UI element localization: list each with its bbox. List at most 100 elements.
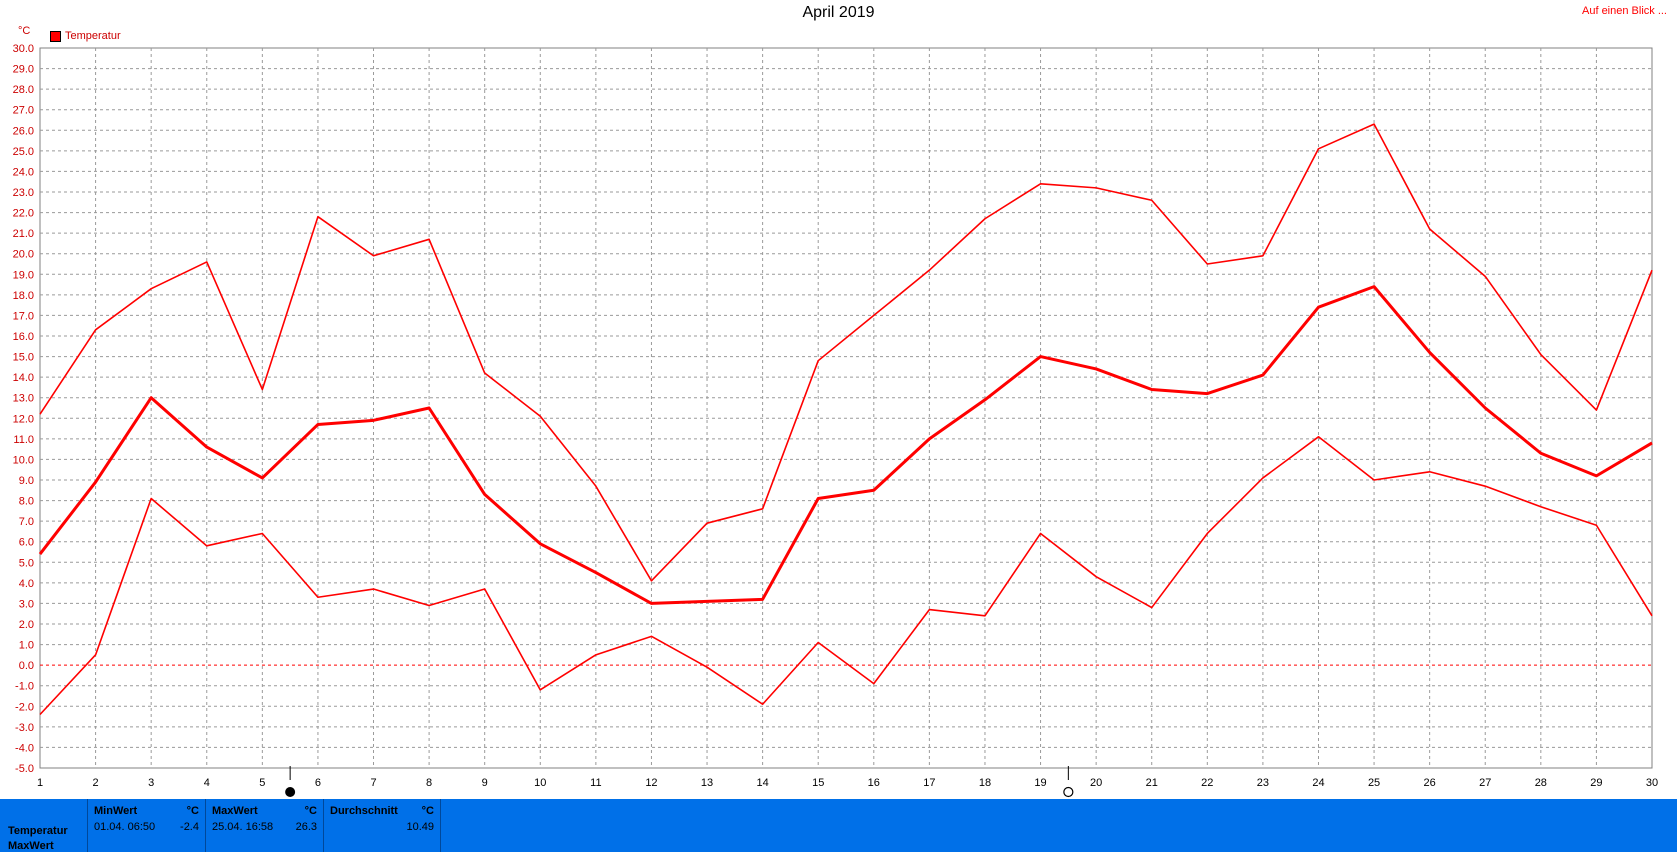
- x-tick-label: 28: [1535, 777, 1547, 789]
- min-value: -2.4: [180, 821, 199, 833]
- statistics-panel: Temperatur MaxWert MinWert °C 01.04. 06:…: [0, 799, 1677, 852]
- x-tick-label: 12: [645, 777, 657, 789]
- max-value-box: MaxWert °C 25.04. 16:58 26.3: [205, 799, 323, 852]
- y-tick-label: 2.0: [19, 619, 34, 631]
- x-tick-label: 17: [923, 777, 935, 789]
- x-tick-label: 9: [482, 777, 488, 789]
- x-tick-label: 14: [756, 777, 768, 789]
- y-tick-label: 26.0: [13, 125, 34, 137]
- new-moon-icon: [1063, 786, 1074, 798]
- y-tick-label: 12.0: [13, 413, 34, 425]
- x-tick-label: 7: [370, 777, 376, 789]
- moon-phase-markers: [285, 766, 1074, 798]
- x-tick-label: 27: [1479, 777, 1491, 789]
- y-tick-label: 6.0: [19, 537, 34, 549]
- y-tick-label: 0.0: [19, 660, 34, 672]
- y-tick-label: 11.0: [13, 434, 34, 446]
- max-header: MaxWert: [212, 805, 258, 817]
- y-tick-label: 5.0: [19, 557, 34, 569]
- x-tick-label: 25: [1368, 777, 1380, 789]
- full-moon-icon: [285, 787, 296, 797]
- y-tick-label: 1.0: [19, 640, 34, 652]
- x-tick-label: 16: [868, 777, 880, 789]
- y-tick-label: 30.0: [13, 43, 34, 55]
- x-tick-label: 26: [1424, 777, 1436, 789]
- y-tick-label: 3.0: [19, 598, 34, 610]
- y-tick-label: 14.0: [13, 372, 34, 384]
- legend: Temperatur: [50, 30, 121, 42]
- x-tick-label: 15: [812, 777, 824, 789]
- x-tick-label: 19: [1034, 777, 1046, 789]
- y-tick-label: 28.0: [13, 84, 34, 96]
- chart-grid: [39, 47, 1653, 769]
- x-tick-label: 29: [1590, 777, 1602, 789]
- chart-title: April 2019: [802, 4, 875, 21]
- x-tick-label: 5: [259, 777, 265, 789]
- y-tick-label: 21.0: [13, 228, 34, 240]
- overview-link[interactable]: Auf einen Blick ...: [1582, 5, 1667, 17]
- y-axis-ticks: -5.0 -4.0 -3.0 -2.0 -1.0 0.0 1.0 2.0 3.0 4.0 5.0 6.…: [13, 43, 34, 775]
- y-tick-label: 18.0: [13, 290, 34, 302]
- average-value-box: Durchschnitt °C 10.49: [323, 799, 440, 852]
- y-tick-label: 22.0: [13, 208, 34, 220]
- max-unit: °C: [304, 805, 317, 817]
- series-line-min: [39, 435, 1653, 716]
- stats-row-label: Temperatur: [8, 825, 68, 837]
- series-line-max: [39, 123, 1653, 582]
- x-tick-label: 3: [148, 777, 154, 789]
- x-tick-label: 18: [979, 777, 991, 789]
- plot-frame: [39, 47, 1653, 769]
- x-tick-label: 30: [1646, 777, 1658, 789]
- x-tick-label: 21: [1146, 777, 1158, 789]
- y-tick-label: -2.0: [15, 701, 34, 713]
- x-tick-label: 20: [1090, 777, 1102, 789]
- y-tick-label: 4.0: [19, 578, 34, 590]
- y-tick-label: 19.0: [13, 269, 34, 281]
- y-tick-label: 10.0: [13, 454, 34, 466]
- x-tick-label: 2: [93, 777, 99, 789]
- x-tick-label: 10: [534, 777, 546, 789]
- min-date: 01.04. 06:50: [94, 821, 156, 833]
- y-axis-unit: °C: [18, 25, 31, 37]
- legend-swatch: [50, 30, 61, 42]
- x-tick-label: 24: [1312, 777, 1324, 789]
- y-tick-label: -4.0: [15, 742, 34, 754]
- y-tick-label: -1.0: [15, 681, 34, 693]
- x-tick-label: 8: [426, 777, 432, 789]
- max-value: 26.3: [295, 821, 317, 833]
- y-tick-label: 20.0: [13, 249, 34, 261]
- x-tick-label: 11: [590, 777, 601, 789]
- y-tick-label: 24.0: [13, 166, 34, 178]
- y-tick-label: 15.0: [13, 352, 34, 364]
- x-tick-label: 4: [204, 777, 210, 789]
- x-tick-label: 1: [37, 777, 43, 789]
- y-tick-label: -5.0: [15, 763, 34, 775]
- max-date: 25.04. 16:58: [212, 821, 274, 833]
- y-tick-label: 29.0: [13, 64, 34, 76]
- y-tick-label: 25.0: [13, 146, 34, 158]
- y-tick-label: -3.0: [15, 722, 34, 734]
- series-lines: [38, 123, 1653, 716]
- x-tick-label: 23: [1257, 777, 1269, 789]
- legend-label: Temperatur: [65, 30, 121, 42]
- min-header: MinWert: [94, 805, 138, 817]
- temperature-chart: -5.0 -4.0 -3.0 -2.0 -1.0 0.0 1.0 2.0 3.0 4.0 5.0 6.…: [13, 43, 1658, 798]
- y-tick-label: 9.0: [19, 475, 34, 487]
- avg-unit: °C: [421, 805, 434, 817]
- avg-value: 10.49: [406, 821, 434, 833]
- stats-row-label: MaxWert: [8, 840, 54, 852]
- y-tick-label: 17.0: [13, 310, 34, 322]
- stats-row-labels: Temperatur MaxWert: [0, 799, 87, 852]
- avg-header: Durchschnitt: [330, 805, 398, 817]
- x-tick-label: 6: [315, 777, 321, 789]
- series-line-mean: [38, 285, 1653, 605]
- y-tick-label: 23.0: [13, 187, 34, 199]
- y-tick-label: 27.0: [13, 105, 34, 117]
- x-tick-label: 13: [701, 777, 713, 789]
- x-tick-label: 22: [1201, 777, 1213, 789]
- min-value-box: MinWert °C 01.04. 06:50 -2.4: [87, 799, 205, 852]
- stats-divider: [440, 799, 441, 852]
- y-tick-label: 13.0: [13, 393, 34, 405]
- x-axis-ticks: 1 2 3 4 5 6 7 8 9 10 11 12 13 14 15 16 17 18 19 20 21 22 23 24 2…: [37, 777, 1658, 789]
- y-tick-label: 7.0: [19, 516, 34, 528]
